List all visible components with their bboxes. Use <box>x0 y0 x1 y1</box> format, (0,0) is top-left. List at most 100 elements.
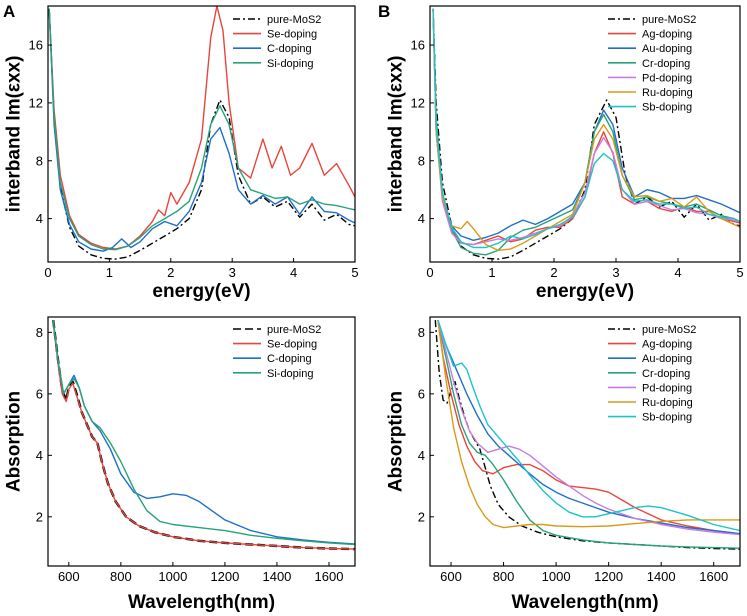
legend-label-ru-doping: Ru-doping <box>642 397 693 409</box>
y-axis-label: Absorption <box>386 391 407 492</box>
series-line-se-doping <box>52 323 355 550</box>
legend: pure-MoS2 Se-doping C-doping Si-doping <box>233 14 321 70</box>
x-tick-label: 600 <box>58 569 80 584</box>
legend-label-cr-doping: Cr-doping <box>642 58 690 70</box>
legend-label-c-doping: C-doping <box>267 353 312 365</box>
x-tick-label: 4 <box>290 265 297 280</box>
x-tick-label: 1600 <box>315 569 344 584</box>
chart-bottom-left: 600 800 1000 1200 1400 1600 2 4 6 8 Wavelength(nm)… <box>4 316 356 613</box>
legend-label-sb-doping: Sb-doping <box>642 102 692 114</box>
y-tick-label: 4 <box>418 448 425 463</box>
x-axis-label: energy(eV) <box>536 281 634 302</box>
legend-label-se-doping: Se-doping <box>267 339 317 351</box>
chart-bottom-right: 600 800 1000 1200 1400 1600 2 4 6 8 Wavelength(nm)… <box>386 316 741 613</box>
series-line-cr-doping <box>432 8 740 256</box>
panel-label-a: A <box>3 2 15 21</box>
legend-label-cr-doping: Cr-doping <box>642 368 690 380</box>
series-line-si-doping <box>52 320 355 546</box>
plot-frame <box>47 5 356 263</box>
series-line-sb-doping <box>437 319 740 532</box>
y-tick-label: 16 <box>411 38 425 53</box>
legend-label-au-doping: Au-doping <box>642 43 692 55</box>
legend-label-sb-doping: Sb-doping <box>642 412 692 424</box>
legend-label-pure-mos2: pure-MoS2 <box>642 14 696 26</box>
y-tick-label: 8 <box>36 153 43 168</box>
x-tick-label: 1000 <box>158 569 187 584</box>
y-axis-label: Absorption <box>4 391 25 492</box>
series-line-au-doping <box>437 319 740 535</box>
y-tick-label: 16 <box>29 38 43 53</box>
x-tick-label: 2 <box>550 265 557 280</box>
x-tick-label: 5 <box>351 265 358 280</box>
series-group <box>52 319 355 551</box>
x-tick-label: 800 <box>493 569 515 584</box>
series-line-au-doping <box>432 8 740 241</box>
x-axis-label: Wavelength(nm) <box>511 592 658 613</box>
y-tick-label: 4 <box>36 448 43 463</box>
series-group <box>434 319 740 550</box>
plot-frame <box>429 316 741 567</box>
legend-label-pd-doping: Pd-doping <box>642 72 692 84</box>
y-tick-label: 12 <box>411 95 425 110</box>
series-line-pd-doping <box>437 319 740 536</box>
y-tick-label: 4 <box>36 211 43 226</box>
x-tick-label: 0 <box>426 265 433 280</box>
series-line-cr-doping <box>437 319 740 549</box>
series-line-ru-doping <box>437 320 740 529</box>
x-tick-label: 5 <box>736 265 743 280</box>
y-tick-label: 2 <box>36 509 43 524</box>
series-line-se-doping <box>48 6 355 250</box>
legend-label-ag-doping: Ag-doping <box>642 29 692 41</box>
series-line-pd-doping <box>432 8 740 246</box>
plot-frame <box>429 5 741 263</box>
x-tick-label: 2 <box>167 265 174 280</box>
x-tick-label: 1 <box>106 265 113 280</box>
series-group <box>432 8 740 260</box>
x-tick-label: 1400 <box>262 569 291 584</box>
x-tick-label: 800 <box>110 569 132 584</box>
y-axis-label: interband Im(εxx) <box>386 56 407 213</box>
series-line-pure-mos2 <box>48 8 355 260</box>
x-tick-label: 4 <box>674 265 681 280</box>
y-tick-label: 8 <box>36 325 43 340</box>
legend-label-c-doping: C-doping <box>267 43 312 55</box>
series-line-pure-mos2 <box>432 8 740 260</box>
x-tick-label: 3 <box>229 265 236 280</box>
legend-label-pure-mos2: pure-MoS2 <box>267 324 321 336</box>
series-group <box>48 6 355 260</box>
legend-label-si-doping: Si-doping <box>267 368 313 380</box>
y-tick-label: 8 <box>418 153 425 168</box>
y-tick-label: 2 <box>418 509 425 524</box>
x-axis-label: Wavelength(nm) <box>128 592 275 613</box>
legend-label-pure-mos2: pure-MoS2 <box>642 324 696 336</box>
series-line-ru-doping <box>432 8 740 252</box>
legend-label-au-doping: Au-doping <box>642 353 692 365</box>
panel-label-b: B <box>378 2 390 21</box>
x-tick-label: 1200 <box>210 569 239 584</box>
series-line-ag-doping <box>437 320 740 535</box>
legend: pure-MoS2 Se-doping C-doping Si-doping <box>233 324 321 380</box>
x-tick-label: 3 <box>612 265 619 280</box>
y-tick-label: 12 <box>29 95 43 110</box>
series-line-sb-doping <box>432 8 740 249</box>
x-tick-label: 1000 <box>542 569 571 584</box>
series-line-pure-mos2 <box>434 320 740 550</box>
legend-label-ru-doping: Ru-doping <box>642 87 693 99</box>
legend-label-pd-doping: Pd-doping <box>642 382 692 394</box>
legend: pure-MoS2 Ag-doping Au-doping Cr-doping Pd-d… <box>608 324 696 424</box>
y-axis-label: interband Im(εxx) <box>4 56 25 213</box>
series-line-si-doping <box>48 8 355 251</box>
x-axis-label: energy(eV) <box>152 281 250 302</box>
x-tick-label: 1600 <box>699 569 728 584</box>
series-line-c-doping <box>52 320 355 545</box>
x-tick-label: 1 <box>488 265 495 280</box>
x-tick-label: 1200 <box>594 569 623 584</box>
x-tick-label: 600 <box>440 569 462 584</box>
plot-frame <box>47 316 356 567</box>
legend-label-se-doping: Se-doping <box>267 29 317 41</box>
legend-label-pure-mos2: pure-MoS2 <box>267 14 321 26</box>
series-line-c-doping <box>48 8 355 252</box>
x-tick-label: 1400 <box>647 569 676 584</box>
